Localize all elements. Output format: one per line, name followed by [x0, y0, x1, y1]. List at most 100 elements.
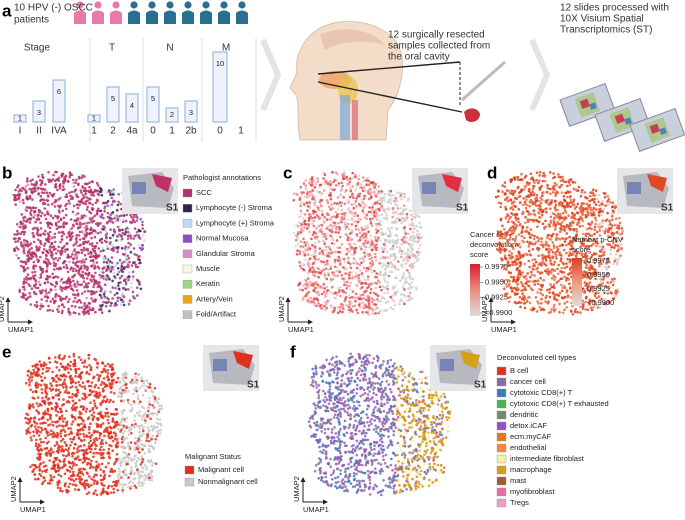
umap-point [609, 201, 612, 204]
umap-point [343, 281, 347, 284]
umap-point [44, 363, 48, 366]
umap-point [76, 283, 80, 286]
umap-point [76, 195, 80, 199]
umap-point [61, 185, 65, 188]
umap-point [311, 233, 315, 236]
umap-point [519, 301, 523, 305]
umap-point [510, 220, 514, 223]
umap-point [55, 178, 58, 182]
umap-point [355, 187, 358, 191]
umap-point [560, 266, 563, 270]
umap-point [309, 296, 313, 300]
umap-point [314, 304, 318, 307]
umap-point [326, 254, 329, 258]
umap-point [101, 201, 105, 205]
umap-point [62, 225, 66, 229]
umap-point [367, 299, 371, 303]
umap-point [563, 209, 567, 212]
umap-point [55, 227, 59, 231]
umap-point [358, 174, 361, 178]
umap-point [90, 252, 93, 256]
umap-point [391, 194, 395, 197]
umap-point [523, 185, 527, 188]
umap-point [43, 202, 47, 205]
umap-point [39, 307, 42, 311]
umap-point [134, 436, 137, 440]
umap-point [38, 418, 41, 421]
umap-point [17, 190, 21, 193]
umap-point [352, 257, 356, 260]
umap-point [565, 289, 569, 292]
umap-point [618, 221, 622, 225]
umap-point [375, 225, 378, 228]
umap-point [598, 229, 601, 232]
umap-point [326, 213, 329, 216]
umap-point [580, 188, 584, 192]
umap-point [99, 270, 102, 274]
umap-point [361, 234, 364, 237]
umap-point [98, 281, 101, 284]
patient-icon [128, 10, 140, 24]
umap-point [307, 201, 311, 204]
umap-point [317, 258, 320, 261]
umap-point [78, 216, 82, 220]
umap-point [609, 248, 613, 252]
umap-point [311, 183, 314, 187]
umap-point [522, 240, 526, 244]
umap-point [331, 292, 335, 295]
umap-point [552, 274, 555, 278]
umap-point [413, 216, 417, 219]
umap-point [73, 248, 76, 251]
umap-point [318, 183, 322, 187]
umap-point [88, 201, 91, 205]
umap-point [403, 204, 406, 207]
umap-point [60, 303, 64, 307]
umap-point [27, 369, 31, 373]
umap-point [534, 204, 538, 207]
umap-point [374, 246, 378, 250]
umap-point [577, 185, 581, 189]
umap-point [96, 224, 100, 227]
umap-point [503, 185, 507, 188]
umap-point [386, 262, 390, 265]
umap-point [532, 185, 536, 188]
umap-point [22, 249, 26, 252]
umap-point [330, 216, 334, 219]
count-label: 1 [92, 113, 96, 122]
umap-point [23, 215, 27, 219]
umap-point [310, 237, 313, 241]
umap-point [348, 311, 352, 315]
umap-point [381, 285, 385, 288]
umap-point [527, 259, 531, 263]
umap-point [64, 297, 67, 300]
umap-point [365, 183, 369, 186]
umap-point [351, 310, 354, 313]
umap-point [530, 233, 534, 237]
umap-point [561, 243, 565, 247]
umap-point [116, 219, 119, 222]
umap-point [35, 180, 38, 184]
umap-point [599, 245, 603, 249]
umap-point [525, 181, 529, 184]
umap-point [304, 179, 308, 182]
umap-point [62, 188, 66, 191]
umap-point [317, 267, 320, 270]
umap-point [404, 218, 407, 222]
umap-point [398, 302, 401, 306]
umap-point [331, 170, 335, 174]
umap-point [574, 254, 578, 257]
umap-point [129, 234, 132, 238]
umap-point [66, 253, 70, 257]
umap-point [572, 216, 576, 220]
umap-point [512, 247, 515, 250]
umap-point [121, 232, 124, 235]
umap-point [107, 300, 110, 304]
umap-point [22, 227, 26, 230]
umap-point [585, 202, 589, 206]
umap-point [102, 300, 105, 304]
umap-point [394, 210, 398, 214]
umap-point [84, 311, 88, 315]
umap-point [120, 298, 123, 302]
umap-point [65, 281, 69, 285]
umap-point [94, 201, 98, 204]
